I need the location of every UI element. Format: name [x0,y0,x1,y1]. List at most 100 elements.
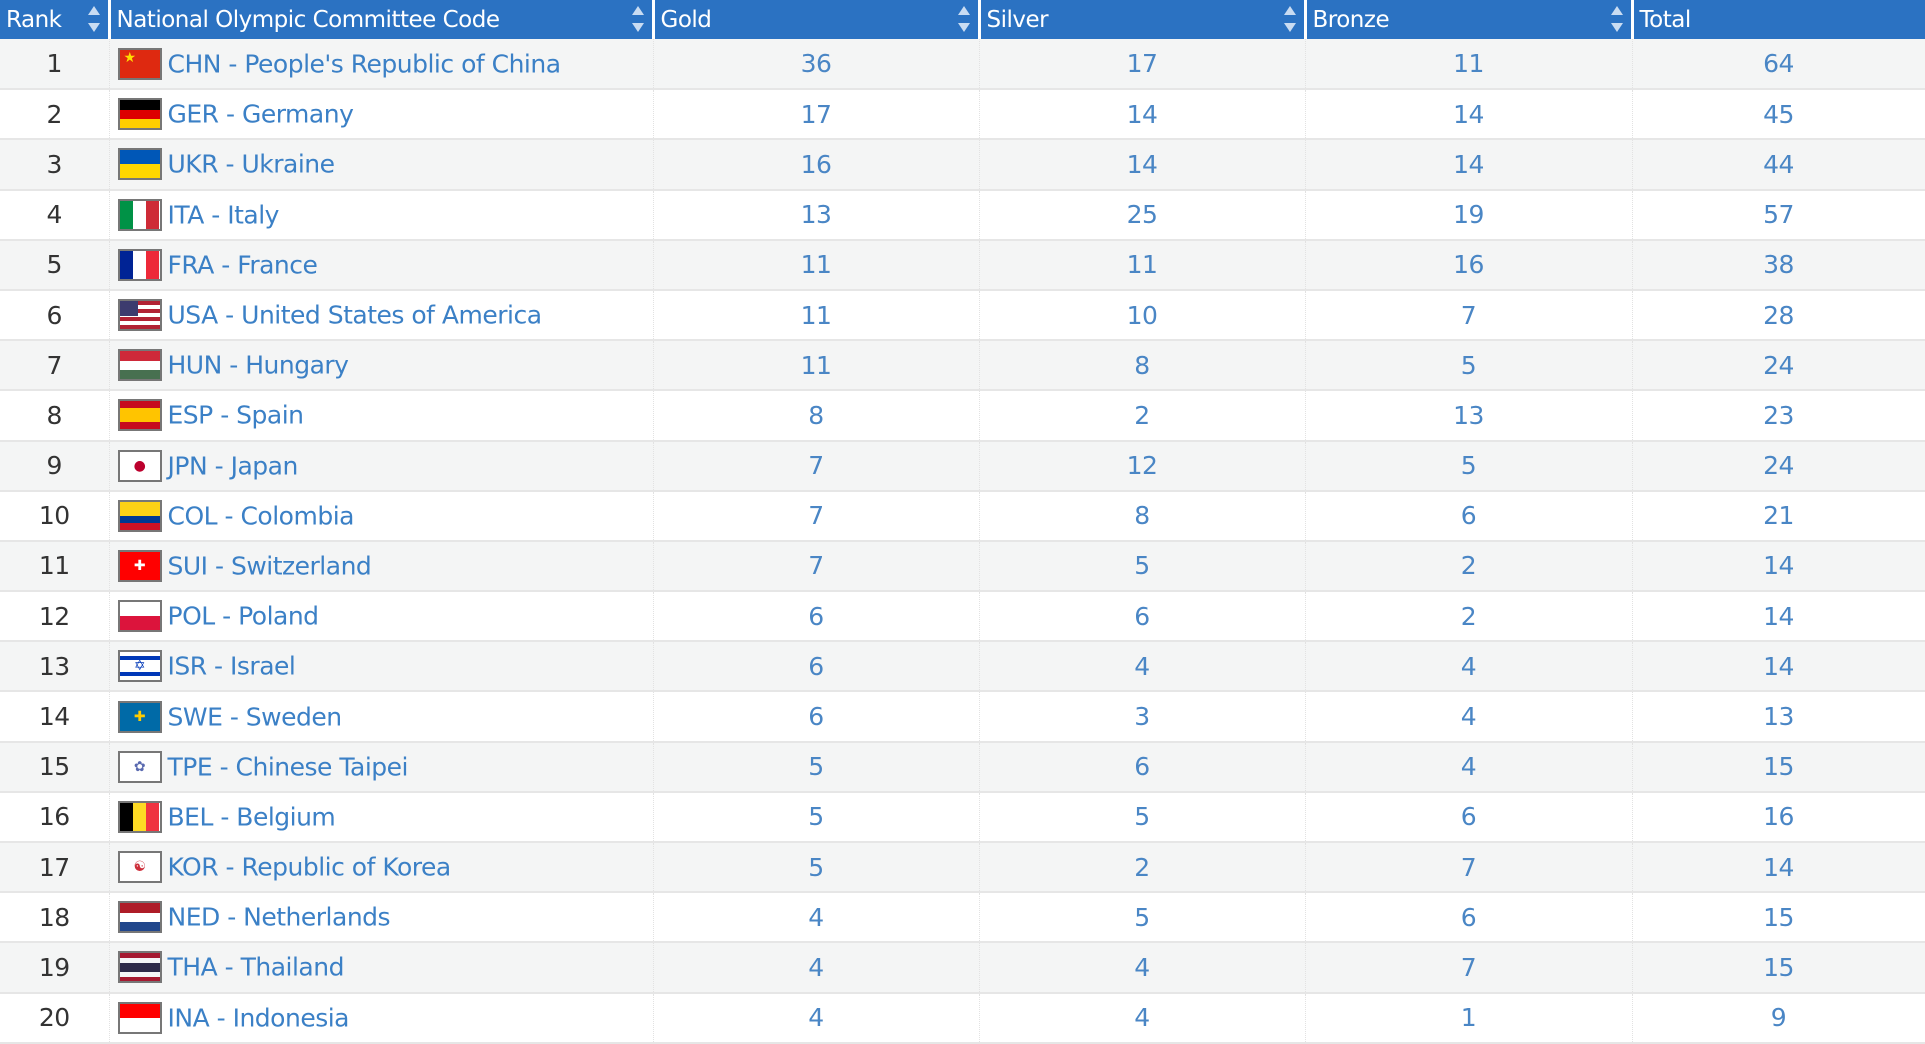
country-link[interactable]: BEL - Belgium [167,802,336,832]
country-link[interactable]: NED - Netherlands [167,902,391,932]
country-link[interactable]: SUI - Switzerland [167,551,372,581]
total-cell: 9 [1632,992,1925,1044]
sort-icon[interactable] [631,6,644,34]
total-cell: 44 [1632,139,1925,191]
sort-icon[interactable] [1610,6,1623,34]
flag-icon [117,98,162,131]
header-label: Gold [660,6,712,33]
total-cell: 14 [1632,641,1925,693]
flag-icon [117,800,162,833]
country-link[interactable]: ESP - Spain [167,400,305,430]
header-noc[interactable]: National Olympic Committee Code [109,0,655,39]
silver-cell: 14 [979,89,1306,141]
country-link[interactable]: KOR - Republic of Korea [167,852,452,882]
sort-icon[interactable] [1283,6,1296,34]
total-cell: 24 [1632,340,1925,392]
noc-cell: HUN - Hungary [109,340,654,392]
country-link[interactable]: TPE - Chinese Taipei [167,752,409,782]
noc-cell: ✚ SUI - Switzerland [109,540,654,593]
rank-cell: 9 [0,440,110,492]
sort-icon[interactable] [87,6,100,34]
total-cell: 23 [1632,390,1925,442]
rank-cell: 12 [0,591,110,643]
table-row: 13 ✡ ISR - Israel 6 4 4 14 [0,641,1925,693]
noc-cell: ★ CHN - People's Republic of China [109,39,654,91]
gold-cell: 7 [653,440,980,492]
bronze-cell: 4 [1305,691,1633,743]
country-link[interactable]: JPN - Japan [167,451,299,481]
flag-icon: ✡ [117,650,162,683]
silver-cell: 4 [979,942,1306,994]
silver-cell: 17 [979,39,1306,91]
silver-cell: 25 [979,189,1306,241]
gold-cell: 13 [653,189,980,241]
country-link[interactable]: POL - Poland [167,601,320,631]
country-link[interactable]: UKR - Ukraine [167,149,336,179]
noc-cell: FRA - France [109,239,654,291]
country-link[interactable]: SWE - Sweden [167,702,343,732]
header-total: Total [1632,0,1925,39]
rank-cell: 2 [0,89,110,141]
header-rank[interactable]: Rank [0,0,111,39]
country-link[interactable]: GER - Germany [167,99,354,129]
country-link[interactable]: HUN - Hungary [167,350,349,380]
gold-cell: 5 [653,842,980,894]
rank-cell: 4 [0,189,110,241]
noc-cell: ☯ KOR - Republic of Korea [109,842,654,894]
header-silver[interactable]: Silver [979,0,1307,39]
noc-cell: COL - Colombia [109,490,654,542]
table-row: 12 POL - Poland 6 6 2 14 [0,591,1925,643]
bronze-cell: 14 [1305,89,1633,141]
flag-icon [117,299,162,332]
header-label: National Olympic Committee Code [116,6,500,33]
silver-cell: 8 [979,490,1306,542]
header-label: Bronze [1312,6,1390,33]
country-link[interactable]: INA - Indonesia [167,1003,350,1033]
silver-cell: 6 [979,741,1306,793]
table-row: 1 ★ CHN - People's Republic of China 36 17 11… [0,39,1925,91]
bronze-cell: 1 [1305,992,1633,1044]
noc-cell: ● JPN - Japan [109,440,654,492]
country-link[interactable]: USA - United States of America [167,300,543,330]
flag-icon: ✿ [117,750,162,783]
rank-cell: 8 [0,390,110,442]
header-label: Rank [6,6,62,33]
table-row: 16 BEL - Belgium 5 5 6 16 [0,791,1925,844]
country-link[interactable]: THA - Thailand [167,952,345,982]
noc-cell: NED - Netherlands [109,892,654,944]
rank-cell: 10 [0,490,110,542]
total-cell: 38 [1632,239,1925,291]
total-cell: 14 [1632,540,1925,593]
total-cell: 14 [1632,591,1925,643]
silver-cell: 6 [979,591,1306,643]
sort-icon[interactable] [957,6,970,34]
flag-icon [117,499,162,532]
table-row: 18 NED - Netherlands 4 5 6 15 [0,892,1925,944]
silver-cell: 11 [979,239,1306,291]
gold-cell: 4 [653,942,980,994]
country-link[interactable]: CHN - People's Republic of China [167,49,562,79]
table-row: 9 ● JPN - Japan 7 12 5 24 [0,440,1925,492]
silver-cell: 4 [979,992,1306,1044]
total-cell: 16 [1632,791,1925,844]
bronze-cell: 6 [1305,892,1633,944]
gold-cell: 11 [653,239,980,291]
noc-cell: INA - Indonesia [109,992,654,1044]
table-row: 8 ESP - Spain 8 2 13 23 [0,390,1925,442]
silver-cell: 14 [979,139,1306,191]
gold-cell: 4 [653,892,980,944]
flag-icon [117,600,162,633]
header-label: Silver [986,6,1049,33]
header-bronze[interactable]: Bronze [1305,0,1634,39]
total-cell: 14 [1632,842,1925,894]
country-link[interactable]: ITA - Italy [167,200,280,230]
flag-icon [117,399,162,432]
rank-cell: 14 [0,691,110,743]
gold-cell: 5 [653,741,980,793]
noc-cell: BEL - Belgium [109,791,654,844]
country-link[interactable]: FRA - France [167,250,318,280]
header-gold[interactable]: Gold [653,0,981,39]
country-link[interactable]: ISR - Israel [167,651,296,681]
country-link[interactable]: COL - Colombia [167,501,355,531]
